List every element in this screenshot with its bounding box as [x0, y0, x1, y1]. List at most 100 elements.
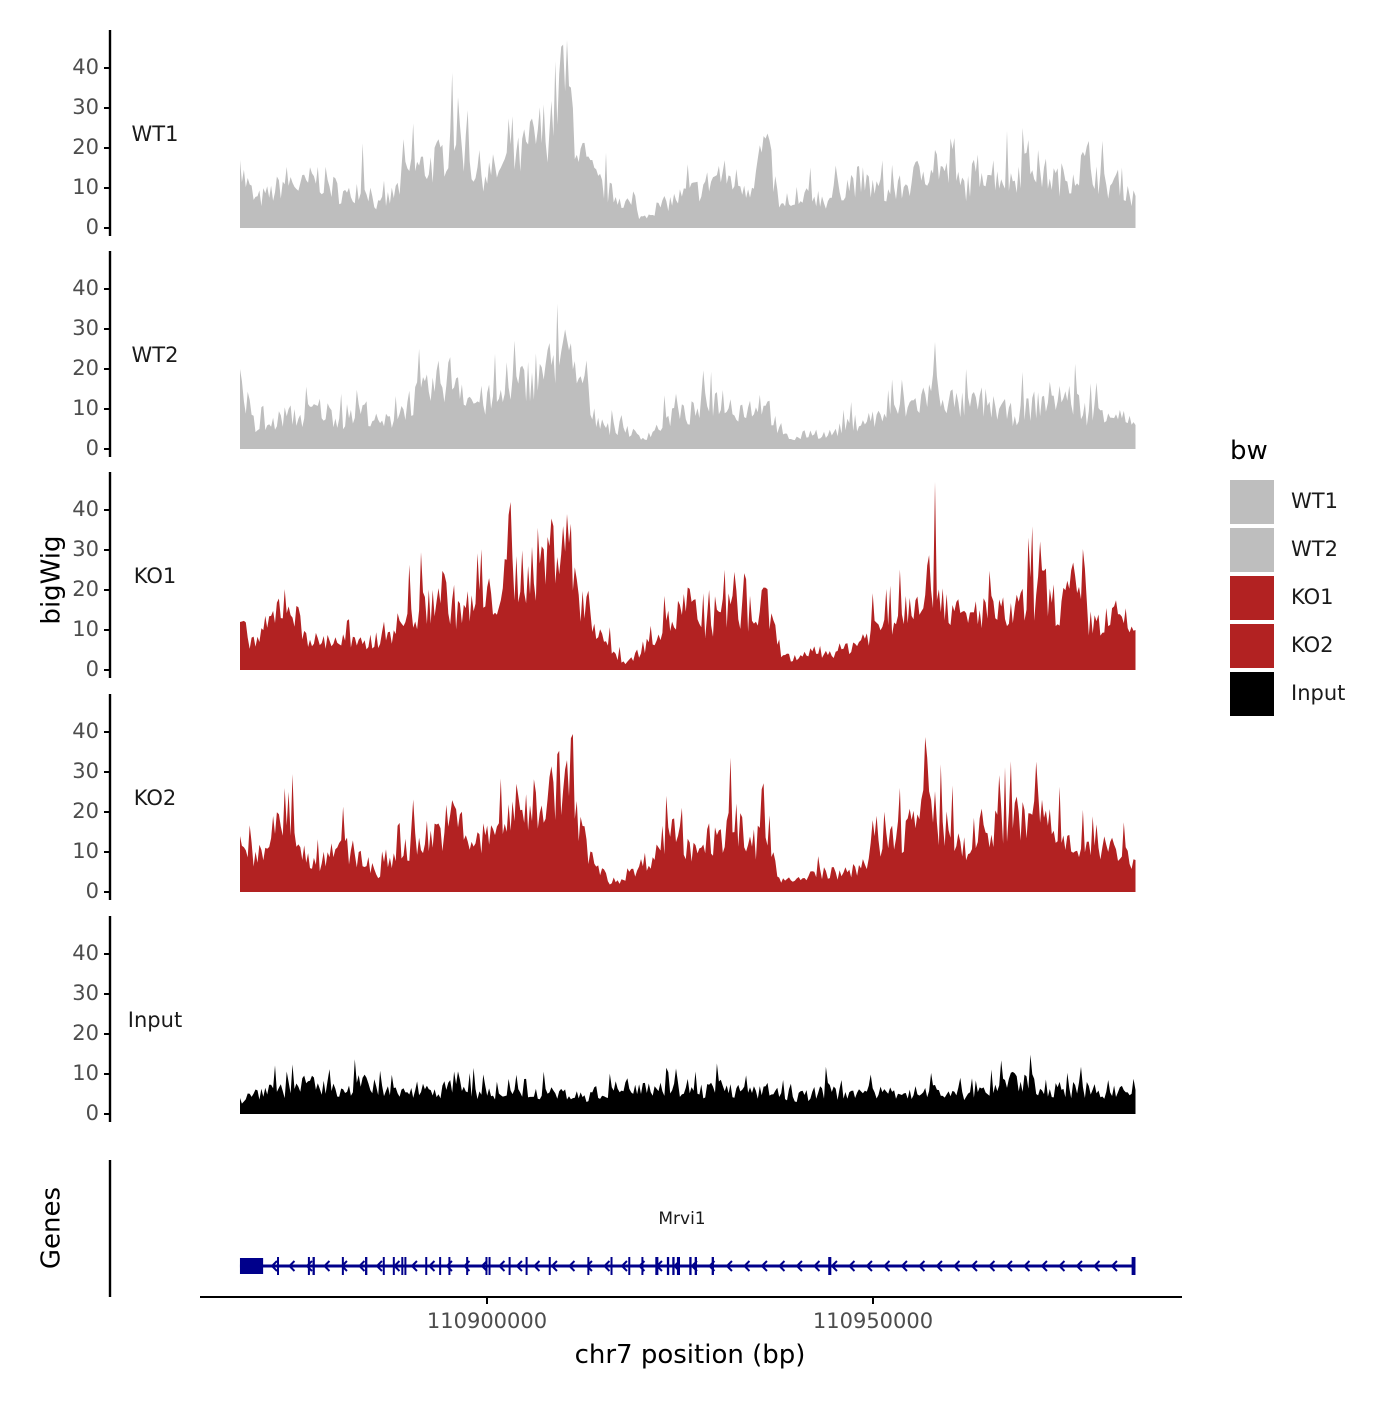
track-label-wt1: WT1 [132, 122, 179, 146]
strand-arrow [1075, 1260, 1083, 1272]
y-tick-label: 30 [72, 759, 99, 783]
gene-exon [312, 1257, 315, 1275]
track-label-ko2: KO2 [134, 786, 177, 810]
gene-exon [466, 1257, 469, 1275]
y-tick-label: 40 [72, 719, 99, 743]
strand-arrow [988, 1260, 996, 1272]
track-ko1: 0 10 20 30 40 KO1 [72, 472, 1136, 681]
strand-arrow [935, 1260, 943, 1272]
strand-arrow [270, 1260, 278, 1272]
strand-arrow [830, 1260, 838, 1272]
legend-swatch-input [1230, 672, 1274, 716]
strand-arrow [778, 1260, 786, 1272]
gene-exon [689, 1257, 692, 1275]
y-tick-label: 10 [72, 175, 99, 199]
gene-exon [676, 1257, 680, 1275]
y-tick-label: 0 [86, 1101, 99, 1125]
strand-arrow [515, 1260, 523, 1272]
gene-exon [401, 1257, 404, 1275]
strand-arrow [480, 1260, 488, 1272]
strand-arrow [288, 1260, 296, 1272]
y-tick-label: 10 [72, 396, 99, 420]
track-input: 0 10 20 30 40 Input [72, 916, 1136, 1125]
strand-arrow [323, 1260, 331, 1272]
gene-exon [277, 1257, 280, 1275]
gene-exon [1131, 1257, 1136, 1275]
track-label-wt2: WT2 [132, 343, 179, 367]
gene-exon [610, 1257, 613, 1275]
x-axis: 110900000 110950000 [200, 1296, 1182, 1333]
coverage-area-input [240, 1054, 1136, 1114]
legend-label-ko1: KO1 [1291, 585, 1334, 609]
strand-arrow [848, 1260, 856, 1272]
strand-arrow [1093, 1260, 1101, 1272]
strand-arrow [900, 1260, 908, 1272]
strand-arrow [795, 1260, 803, 1272]
gene-exon [587, 1257, 590, 1275]
strand-arrow [568, 1260, 576, 1272]
x-axis-label: chr7 position (bp) [575, 1340, 806, 1370]
gene-exon [382, 1257, 385, 1275]
x-tick-label: 110950000 [813, 1309, 933, 1333]
y-tick-label: 0 [86, 657, 99, 681]
strand-arrow [410, 1260, 418, 1272]
strand-arrow [1058, 1260, 1066, 1272]
strand-arrow [533, 1260, 541, 1272]
y-tick-label: 10 [72, 617, 99, 641]
y-tick-label: 20 [72, 135, 99, 159]
strand-arrow [1005, 1260, 1013, 1272]
legend-swatch-ko2 [1230, 624, 1274, 668]
strand-arrow [550, 1260, 558, 1272]
strand-arrow [1023, 1260, 1031, 1272]
strand-arrow [953, 1260, 961, 1272]
legend-title: bw [1230, 436, 1268, 466]
gene-exon [508, 1257, 511, 1275]
strand-arrow [620, 1260, 628, 1272]
gene-exon [365, 1257, 368, 1275]
gene-exon [672, 1257, 675, 1275]
strand-arrow [1110, 1260, 1118, 1272]
strand-arrow [760, 1260, 768, 1272]
gene-exon [525, 1257, 528, 1275]
gene-exon [392, 1257, 395, 1275]
gene-exon [341, 1257, 344, 1275]
y-axis-label: bigWig [37, 535, 67, 624]
gene-exon [828, 1257, 832, 1275]
y-tick-label: 40 [72, 55, 99, 79]
strand-arrow [1040, 1260, 1048, 1272]
strand-arrow [883, 1260, 891, 1272]
gene-name-label: Mrvi1 [658, 1209, 705, 1229]
legend-label-wt1: WT1 [1291, 489, 1338, 513]
gene-exon [488, 1257, 491, 1275]
gene-exon [655, 1257, 659, 1275]
strand-arrow [305, 1260, 313, 1272]
y-tick-label: 20 [72, 1021, 99, 1045]
strand-arrow [428, 1260, 436, 1272]
genes-axis-label: Genes [37, 1187, 67, 1269]
y-tick-label: 30 [72, 981, 99, 1005]
y-tick-label: 0 [86, 436, 99, 460]
gene-exon [641, 1257, 644, 1275]
legend: bw WT1 WT2 KO1 KO2 Input [1230, 436, 1345, 716]
gene-exon [548, 1257, 551, 1275]
legend-swatch-wt2 [1230, 528, 1274, 572]
y-tick-label: 20 [72, 356, 99, 380]
y-tick-label: 40 [72, 941, 99, 965]
strand-arrow [725, 1260, 733, 1272]
track-ko2: 0 10 20 30 40 KO2 [72, 694, 1136, 903]
y-tick-label: 20 [72, 799, 99, 823]
y-tick-label: 0 [86, 879, 99, 903]
strand-arrow [813, 1260, 821, 1272]
strand-arrow [603, 1260, 611, 1272]
strand-arrow [375, 1260, 383, 1272]
track-wt1: 0 10 20 30 40 WT1 [72, 30, 1136, 239]
track-label-input: Input [128, 1008, 182, 1032]
genes-panel: Mrvi1 [108, 1160, 1136, 1297]
y-tick-label: 30 [72, 537, 99, 561]
gene-exon [404, 1257, 407, 1275]
legend-swatch-ko1 [1230, 576, 1274, 620]
x-tick-label: 110900000 [427, 1309, 547, 1333]
gene-exon [628, 1257, 631, 1275]
y-tick-label: 30 [72, 316, 99, 340]
